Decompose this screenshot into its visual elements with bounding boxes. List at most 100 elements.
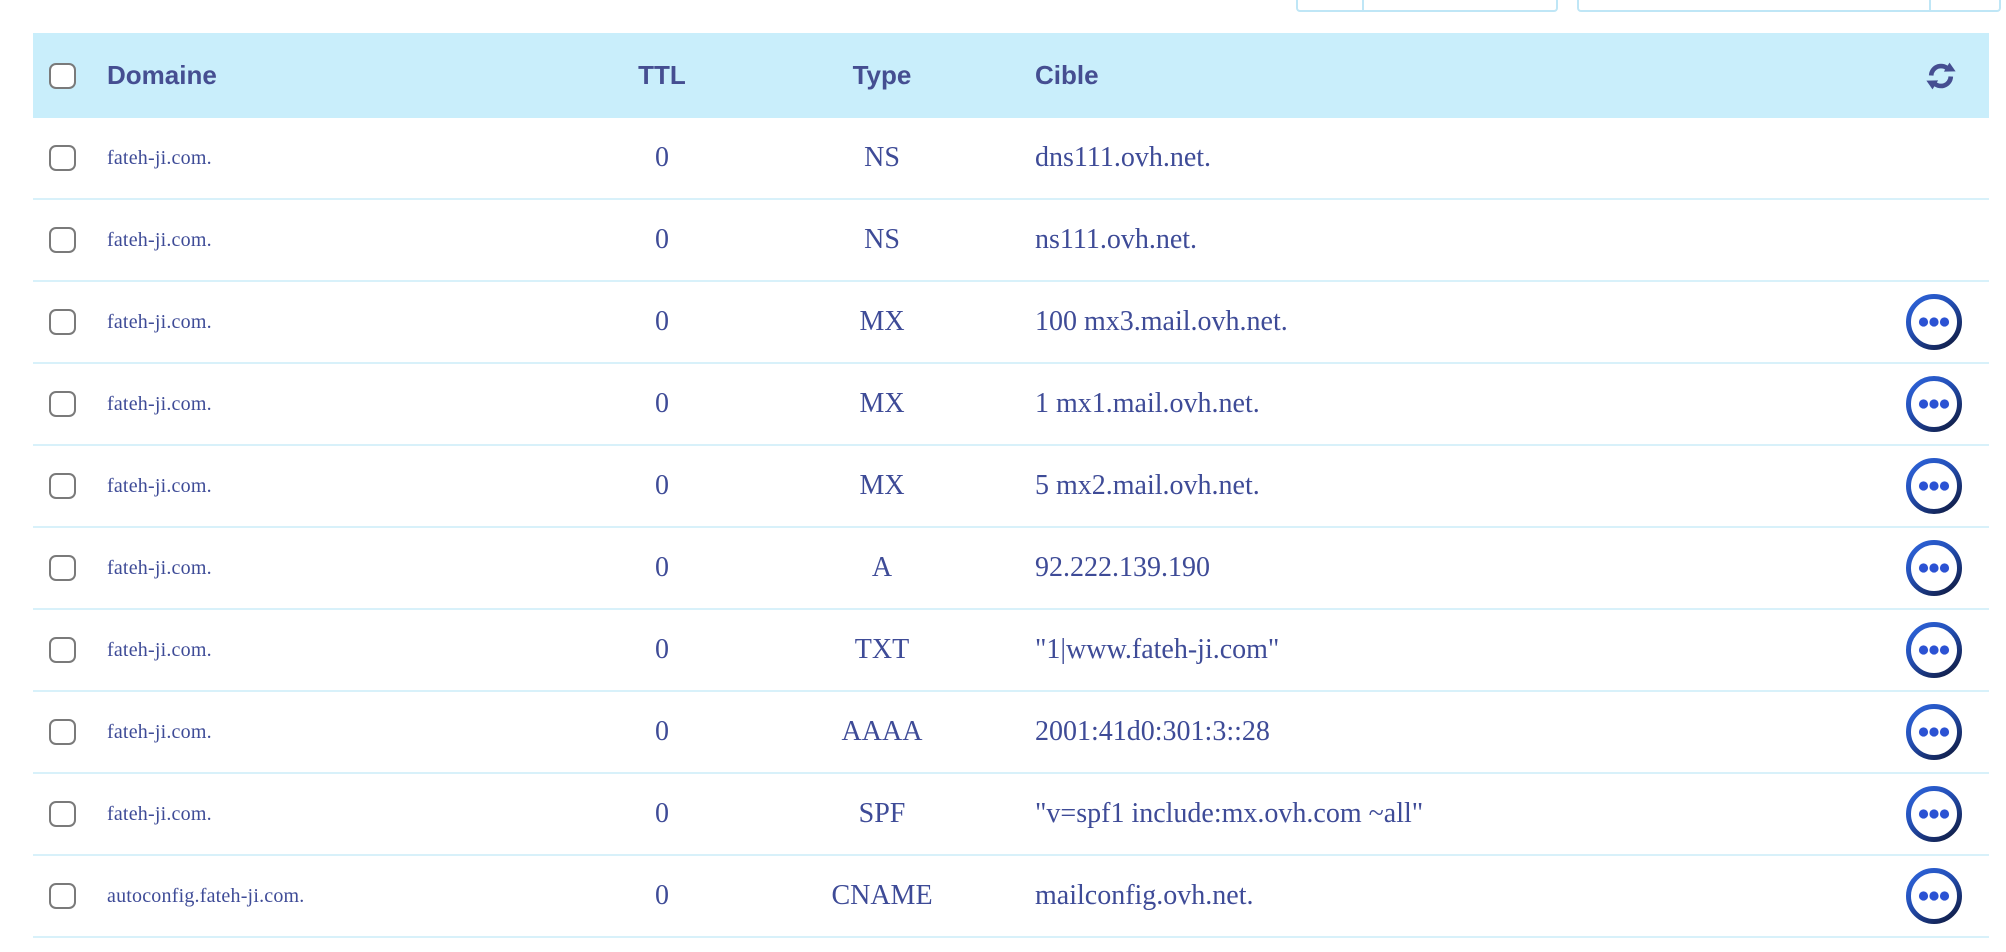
target-cell: 2001:41d0:301:3::28 (1035, 716, 1270, 747)
type-cell: NS (864, 224, 900, 255)
table-body: fateh-ji.com. 0 NS dns111.ovh.net. fateh… (33, 118, 1989, 938)
row-actions-button[interactable] (1905, 867, 1963, 925)
row-actions-cell (1879, 457, 1989, 515)
row-checkbox[interactable] (49, 473, 76, 499)
ttl-cell: 0 (655, 634, 669, 665)
domain-cell: fateh-ji.com. (107, 802, 212, 825)
row-checkbox-cell (33, 145, 107, 171)
ttl-cell: 0 (655, 388, 669, 419)
dns-records-table: Domaine TTL Type Cible fateh-ji.com. (33, 33, 1989, 938)
table-row: fateh-ji.com. 0 TXT "1|www.fateh-ji.com" (33, 610, 1989, 692)
row-actions-cell (1879, 375, 1989, 433)
row-actions-button[interactable] (1905, 703, 1963, 761)
row-actions-cell (1879, 129, 1989, 187)
target-cell: 92.222.139.190 (1035, 552, 1210, 583)
ellipsis-icon (1905, 458, 1963, 518)
row-checkbox[interactable] (49, 637, 76, 663)
row-checkbox[interactable] (49, 145, 76, 171)
row-actions-button[interactable] (1905, 621, 1963, 679)
type-cell: NS (864, 142, 900, 173)
type-cell: SPF (858, 798, 906, 829)
header-actions-cell (1879, 60, 1989, 92)
row-actions-cell (1879, 539, 1989, 597)
target-cell: 1 mx1.mail.ovh.net. (1035, 388, 1260, 419)
domain-cell: fateh-ji.com. (107, 392, 212, 415)
type-cell: MX (859, 470, 905, 501)
ttl-cell: 0 (655, 716, 669, 747)
results-per-page-control[interactable] (1296, 0, 1558, 12)
row-checkbox[interactable] (49, 391, 76, 417)
row-checkbox[interactable] (49, 883, 76, 909)
column-header-cible: Cible (1035, 60, 1099, 90)
ellipsis-icon (1905, 294, 1963, 354)
ttl-cell: 0 (655, 880, 669, 911)
ellipsis-icon (1905, 540, 1963, 600)
row-checkbox-cell (33, 555, 107, 581)
per-page-value[interactable] (1298, 0, 1362, 10)
per-page-select[interactable] (1362, 0, 1556, 10)
domain-cell: autoconfig.fateh-ji.com. (107, 884, 305, 907)
refresh-button[interactable] (1925, 60, 1957, 92)
domain-cell: fateh-ji.com. (107, 720, 212, 743)
search-input[interactable] (1579, 0, 1929, 10)
domain-cell: fateh-ji.com. (107, 228, 212, 251)
search-button[interactable] (1929, 0, 1999, 10)
ellipsis-icon (1905, 704, 1963, 764)
domain-cell: fateh-ji.com. (107, 474, 212, 497)
target-cell: ns111.ovh.net. (1035, 224, 1198, 255)
type-cell: A (871, 552, 893, 583)
row-checkbox-cell (33, 473, 107, 499)
row-actions-cell (1879, 621, 1989, 679)
select-all-checkbox[interactable] (49, 62, 76, 89)
target-cell: dns111.ovh.net. (1035, 142, 1212, 173)
column-header-domaine: Domaine (107, 60, 217, 90)
type-cell: MX (859, 388, 905, 419)
type-cell: TXT (854, 634, 910, 665)
domain-cell: fateh-ji.com. (107, 146, 212, 169)
row-actions-button[interactable] (1905, 539, 1963, 597)
row-checkbox-cell (33, 391, 107, 417)
filter-search-control[interactable] (1577, 0, 2001, 12)
target-cell: mailconfig.ovh.net. (1035, 880, 1254, 911)
row-actions-cell (1879, 211, 1989, 269)
row-checkbox-cell (33, 883, 107, 909)
row-actions-cell (1879, 293, 1989, 351)
row-actions-button[interactable] (1905, 785, 1963, 843)
ttl-cell: 0 (655, 306, 669, 337)
table-row: autoconfig.fateh-ji.com. 0 CNAME mailcon… (33, 856, 1989, 938)
ellipsis-icon (1905, 786, 1963, 846)
table-row: fateh-ji.com. 0 SPF "v=spf1 include:mx.o… (33, 774, 1989, 856)
row-actions-cell (1879, 867, 1989, 925)
row-checkbox[interactable] (49, 801, 76, 827)
target-cell: "1|www.fateh-ji.com" (1035, 634, 1280, 665)
table-row: fateh-ji.com. 0 MX 100 mx3.mail.ovh.net. (33, 282, 1989, 364)
row-actions-cell (1879, 703, 1989, 761)
row-actions-button[interactable] (1905, 375, 1963, 433)
refresh-icon (1925, 62, 1957, 95)
ttl-cell: 0 (655, 142, 669, 173)
type-cell: CNAME (831, 880, 933, 911)
table-row: fateh-ji.com. 0 NS ns111.ovh.net. (33, 200, 1989, 282)
column-header-ttl: TTL (638, 60, 686, 90)
ttl-cell: 0 (655, 224, 669, 255)
target-cell: "v=spf1 include:mx.ovh.com ~all" (1035, 798, 1424, 829)
topbar (0, 0, 2006, 33)
table-row: fateh-ji.com. 0 AAAA 2001:41d0:301:3::28 (33, 692, 1989, 774)
table-row: fateh-ji.com. 0 MX 5 mx2.mail.ovh.net. (33, 446, 1989, 528)
column-header-type: Type (852, 60, 912, 90)
header-checkbox-cell (33, 62, 107, 89)
row-checkbox[interactable] (49, 719, 76, 745)
row-actions-button[interactable] (1905, 457, 1963, 515)
row-actions-cell (1879, 785, 1989, 843)
row-checkbox-cell (33, 227, 107, 253)
row-checkbox[interactable] (49, 309, 76, 335)
row-actions-button[interactable] (1905, 293, 1963, 351)
domain-cell: fateh-ji.com. (107, 556, 212, 579)
row-checkbox[interactable] (49, 555, 76, 581)
domain-cell: fateh-ji.com. (107, 310, 212, 333)
target-cell: 100 mx3.mail.ovh.net. (1035, 306, 1288, 337)
row-checkbox[interactable] (49, 227, 76, 253)
table-row: fateh-ji.com. 0 A 92.222.139.190 (33, 528, 1989, 610)
ttl-cell: 0 (655, 552, 669, 583)
table-header-row: Domaine TTL Type Cible (33, 33, 1989, 118)
